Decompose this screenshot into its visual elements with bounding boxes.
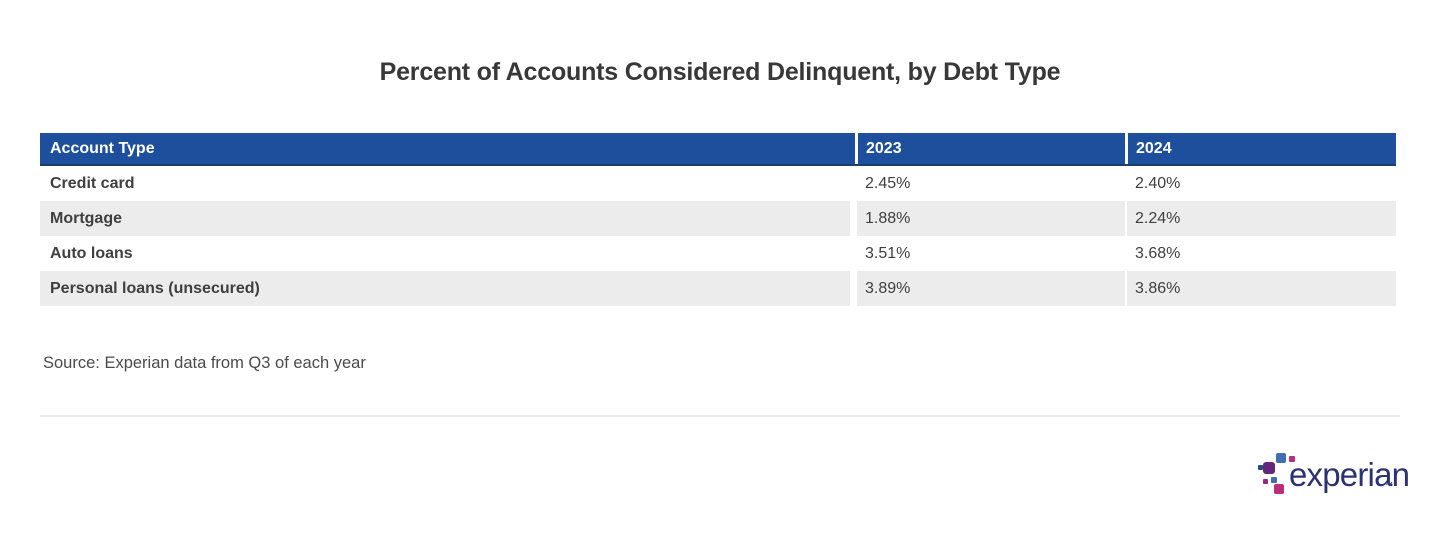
value-2023: 3.89% <box>855 271 1125 306</box>
value-2024: 2.24% <box>1125 201 1396 236</box>
value-2023: 2.45% <box>855 166 1125 201</box>
table-header-row: Account Type 2023 2024 <box>40 133 1396 166</box>
value-2023: 3.51% <box>855 236 1125 271</box>
logo-square-blue-icon <box>1276 453 1286 463</box>
experian-logo: experian ™ <box>1258 447 1410 502</box>
row-label: Credit card <box>40 166 855 201</box>
table-row-mortgage: Mortgage 1.88% 2.24% <box>40 201 1396 236</box>
logo-square-pink-bottom-icon <box>1274 484 1284 494</box>
table-row-credit-card: Credit card 2.45% 2.40% <box>40 166 1396 201</box>
source-note: Source: Experian data from Q3 of each ye… <box>43 354 366 372</box>
logo-square-blue-small-icon <box>1271 477 1277 483</box>
divider-line <box>40 415 1400 417</box>
logo-square-navy-icon <box>1258 465 1263 470</box>
value-2024: 3.68% <box>1125 236 1396 271</box>
row-label: Mortgage <box>40 201 855 236</box>
logo-square-pink-icon <box>1289 456 1295 462</box>
page-title: Percent of Accounts Considered Delinquen… <box>379 58 1061 86</box>
row-label: Auto loans <box>40 236 855 271</box>
column-header-2024: 2024 <box>1125 133 1396 164</box>
value-2023: 1.88% <box>855 201 1125 236</box>
column-header-account-type: Account Type <box>40 133 855 164</box>
experian-wordmark: experian <box>1289 456 1410 493</box>
logo-square-purple-icon <box>1263 462 1275 474</box>
logo-square-magenta-icon <box>1263 479 1268 484</box>
table-row-personal-loans: Personal loans (unsecured) 3.89% 3.86% <box>40 271 1396 306</box>
row-label: Personal loans (unsecured) <box>40 271 855 306</box>
column-header-2023: 2023 <box>855 133 1125 164</box>
value-2024: 3.86% <box>1125 271 1396 306</box>
table-row-auto-loans: Auto loans 3.51% 3.68% <box>40 236 1396 271</box>
value-2024: 2.40% <box>1125 166 1396 201</box>
delinquency-table: Account Type 2023 2024 Credit card 2.45%… <box>40 133 1396 306</box>
trademark-symbol: ™ <box>1384 480 1393 490</box>
